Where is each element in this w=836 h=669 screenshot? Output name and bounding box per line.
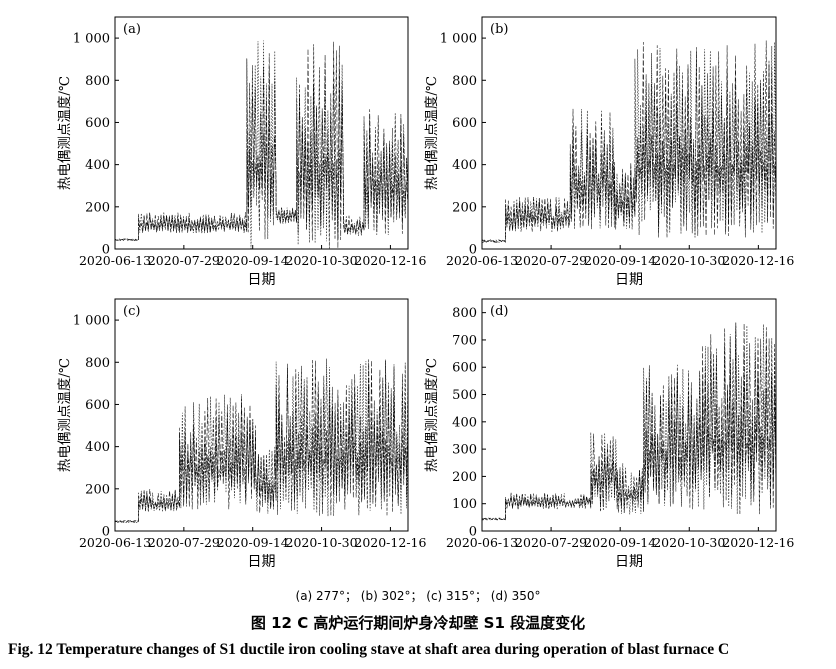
y-tick-label: 1 000 xyxy=(440,32,477,47)
y-tick-label: 600 xyxy=(452,361,477,376)
panel-1-traces xyxy=(114,40,409,249)
y-tick-label: 800 xyxy=(85,356,110,371)
x-tick-label: 2020-09-14 xyxy=(584,535,656,550)
y-tick-label: 600 xyxy=(452,116,477,131)
panel-2-traces xyxy=(481,40,777,243)
plot-frame xyxy=(114,16,409,250)
x-tick-label: 2020-10-30 xyxy=(653,535,725,550)
x-axis-label: 日期 xyxy=(248,272,276,288)
y-tick-label: 0 xyxy=(469,243,477,258)
x-tick-label: 2020-06-13 xyxy=(79,535,151,550)
y-axis-label: 热电偶测点温度/℃ xyxy=(424,76,440,190)
y-tick-label: 200 xyxy=(452,470,477,485)
y-tick-label: 100 xyxy=(452,497,477,512)
y-tick-label: 600 xyxy=(85,116,110,131)
x-tick-label: 2020-07-29 xyxy=(148,253,220,268)
series-line xyxy=(481,42,777,243)
y-tick-label: 600 xyxy=(85,398,110,413)
x-tick-label: 2020-12-16 xyxy=(354,253,426,268)
figure-caption-en: Fig. 12 Temperature changes of S1 ductil… xyxy=(8,641,730,658)
x-tick-label: 2020-06-13 xyxy=(446,535,518,550)
plot-frame xyxy=(481,298,777,532)
panel-label: (c) xyxy=(123,304,140,319)
x-tick-label: 2020-07-29 xyxy=(515,253,587,268)
plot-frame xyxy=(481,16,777,250)
y-axis-label: 热电偶测点温度/℃ xyxy=(424,358,440,472)
x-tick-label: 2020-06-13 xyxy=(79,253,151,268)
x-tick-label: 2020-06-13 xyxy=(446,253,518,268)
series-line xyxy=(481,322,777,521)
y-tick-label: 700 xyxy=(452,333,477,348)
figure-caption-cn: 图 12 C 高炉运行期间炉身冷却壁 S1 段温度变化 xyxy=(250,614,586,632)
x-tick-label: 2020-09-14 xyxy=(217,253,289,268)
x-tick-label: 2020-12-16 xyxy=(722,253,794,268)
panel-3-traces xyxy=(114,358,409,523)
y-tick-label: 200 xyxy=(85,200,110,215)
x-axis-label: 日期 xyxy=(248,554,276,570)
x-tick-label: 2020-10-30 xyxy=(286,253,358,268)
series-line xyxy=(114,40,409,249)
y-tick-label: 200 xyxy=(452,200,477,215)
y-tick-label: 0 xyxy=(102,525,110,540)
x-tick-label: 2020-10-30 xyxy=(653,253,725,268)
y-tick-label: 400 xyxy=(452,415,477,430)
x-tick-label: 2020-09-14 xyxy=(584,253,656,268)
series-line xyxy=(114,359,409,523)
series-line xyxy=(481,323,777,521)
y-tick-label: 800 xyxy=(85,74,110,89)
panel-legend: (a) 277°； (b) 302°； (c) 315°； (d) 350° xyxy=(295,589,541,603)
series-line xyxy=(481,40,777,243)
series-line xyxy=(114,41,409,249)
y-tick-label: 300 xyxy=(452,443,477,458)
panel-label: (a) xyxy=(123,22,141,37)
panel-4: 01002003004005006007008002020-06-132020-… xyxy=(424,298,794,570)
x-tick-label: 2020-10-30 xyxy=(286,535,358,550)
panel-label: (d) xyxy=(490,304,508,319)
y-tick-label: 800 xyxy=(452,306,477,321)
y-tick-label: 400 xyxy=(85,158,110,173)
x-tick-label: 2020-07-29 xyxy=(148,535,220,550)
y-tick-label: 500 xyxy=(452,388,477,403)
x-axis-label: 日期 xyxy=(615,272,643,288)
y-tick-label: 0 xyxy=(102,243,110,258)
x-tick-label: 2020-09-14 xyxy=(217,535,289,550)
y-tick-label: 1 000 xyxy=(73,314,110,329)
y-tick-label: 0 xyxy=(469,525,477,540)
y-tick-label: 400 xyxy=(85,440,110,455)
plot-frame xyxy=(114,298,409,532)
x-tick-label: 2020-07-29 xyxy=(515,535,587,550)
y-tick-label: 1 000 xyxy=(73,32,110,47)
y-tick-label: 400 xyxy=(452,158,477,173)
y-axis-label: 热电偶测点温度/℃ xyxy=(57,76,73,190)
y-axis-label: 热电偶测点温度/℃ xyxy=(57,358,73,472)
y-tick-label: 800 xyxy=(452,74,477,89)
panel-label: (b) xyxy=(490,22,508,37)
y-tick-label: 200 xyxy=(85,482,110,497)
series-line xyxy=(114,360,409,523)
x-tick-label: 2020-12-16 xyxy=(354,535,426,550)
x-tick-label: 2020-12-16 xyxy=(722,535,794,550)
x-axis-label: 日期 xyxy=(615,554,643,570)
panel-4-traces xyxy=(481,322,777,521)
